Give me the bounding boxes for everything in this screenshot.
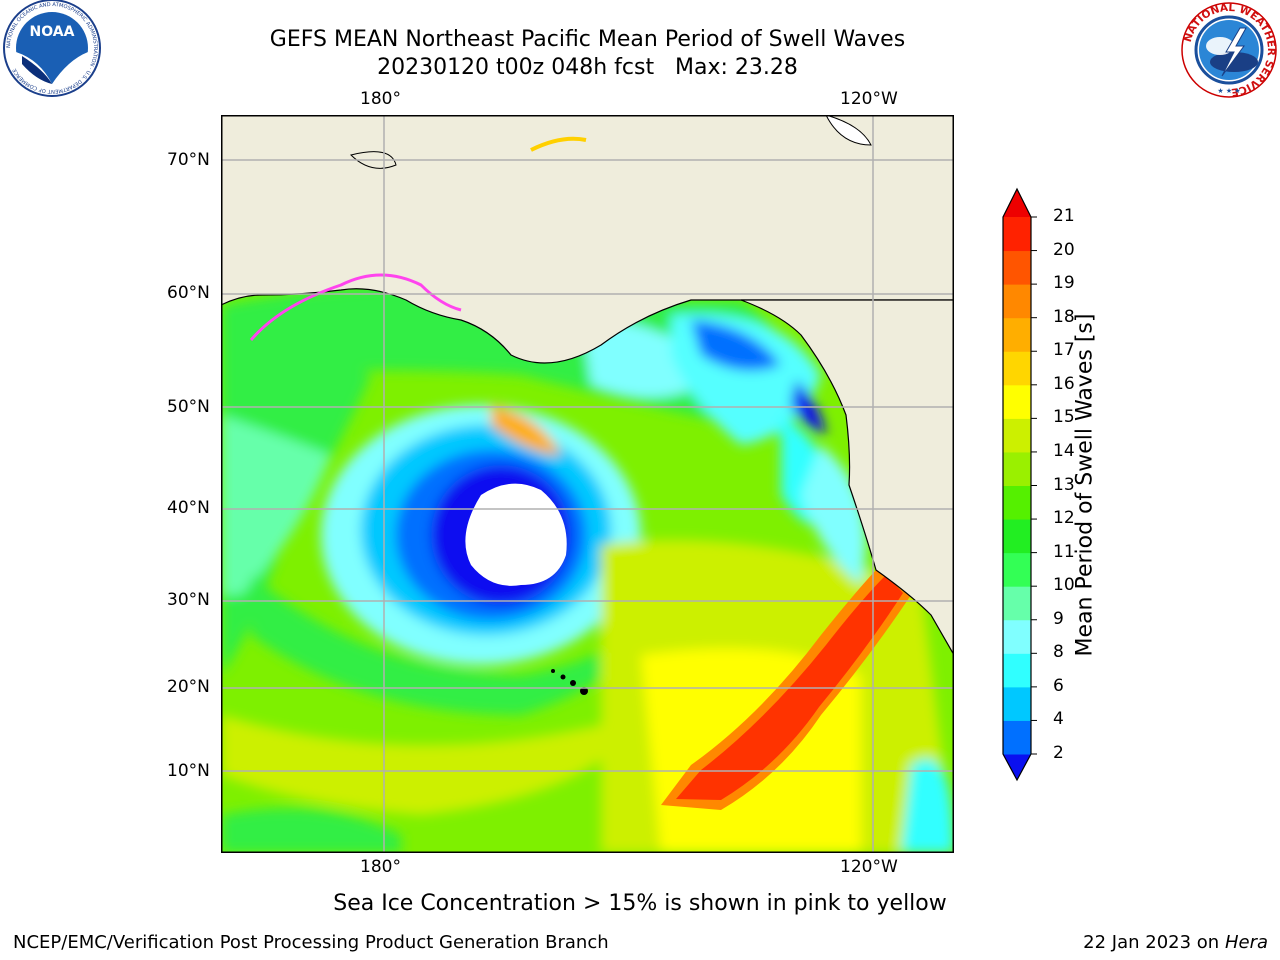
top-lon-label-180: 180° — [360, 89, 401, 109]
colorbar-band — [1003, 217, 1031, 252]
lat-label-50n: 50°N — [167, 397, 210, 417]
north-america-land — [740, 299, 954, 657]
colorbar-band — [1003, 519, 1031, 554]
graticule — [221, 115, 954, 853]
sea-ice-note: Sea Ice Concentration > 15% is shown in … — [333, 891, 947, 916]
colorbar-extend-low — [1003, 754, 1031, 780]
colorbar-tick-label: 6 — [1053, 675, 1064, 696]
colorbar-band — [1003, 619, 1031, 654]
colorbar-band — [1003, 720, 1031, 755]
colorbar-band — [1003, 485, 1031, 520]
footer-date: 22 Jan 2023 on Hera — [1083, 932, 1268, 953]
colorbar-band — [1003, 451, 1031, 486]
bottom-lon-label-180: 180° — [360, 857, 401, 877]
footer-credit: NCEP/EMC/Verification Post Processing Pr… — [13, 932, 609, 953]
colorbar-tick-label: 13 — [1053, 474, 1075, 495]
colorbar-label: Mean Period of Swell Waves [s] — [1072, 313, 1098, 657]
colorbar-tick-label: 20 — [1053, 239, 1075, 260]
colorbar-tick-label: 10 — [1053, 575, 1075, 596]
lat-label-30n: 30°N — [167, 590, 210, 610]
top-lon-label-120w: 120°W — [840, 89, 898, 109]
swell-band-inner — [676, 575, 903, 800]
colorbar-band — [1003, 418, 1031, 453]
lat-label-20n: 20°N — [167, 677, 210, 697]
colorbar-band — [1003, 384, 1031, 419]
nws-logo: NATIONAL WEATHER SERVICE ★ ★ ★ — [1181, 2, 1277, 98]
colorbar-band — [1003, 586, 1031, 621]
colorbar-extend-high — [1003, 189, 1031, 217]
lat-label-10n: 10°N — [167, 761, 210, 781]
chart-subtitle: 20230120 t00z 048h fcst Max: 23.28 — [377, 55, 798, 80]
footer-host: Hera — [1224, 932, 1268, 953]
noaa-logo-text: NOAA — [30, 24, 75, 40]
colorbar-tick-label: 15 — [1053, 407, 1075, 428]
lat-label-70n: 70°N — [167, 150, 210, 170]
colorbar-tick-label: 21 — [1053, 206, 1075, 226]
colorbar-band — [1003, 552, 1031, 587]
colorbar-tick-label: 2 — [1053, 743, 1064, 763]
lat-label-40n: 40°N — [167, 498, 210, 518]
colorbar-band — [1003, 686, 1031, 721]
alaska-siberia-land — [221, 115, 954, 364]
sea-ice-edge — [249, 273, 462, 341]
colorbar-tick-label: 4 — [1053, 709, 1064, 730]
colorbar-band — [1003, 317, 1031, 352]
colorbar-tick-label: 19 — [1053, 273, 1075, 294]
colorbar — [1002, 187, 1037, 782]
colorbar-tick-label: 18 — [1053, 306, 1075, 327]
colorbar-tick-label: 11 — [1053, 541, 1075, 562]
lat-label-60n: 60°N — [167, 283, 210, 303]
colorbar-band — [1003, 250, 1031, 285]
colorbar-tick-label: 16 — [1053, 373, 1075, 394]
bottom-lon-label-120w: 120°W — [840, 857, 898, 877]
colorbar-band — [1003, 284, 1031, 319]
footer-date-text: 22 Jan 2023 on — [1083, 932, 1225, 953]
chart-title: GEFS MEAN Northeast Pacific Mean Period … — [269, 27, 906, 52]
colorbar-tick-label: 9 — [1053, 608, 1064, 629]
colorbar-tick-label: 17 — [1053, 340, 1075, 361]
colorbar-band — [1003, 653, 1031, 688]
colorbar-tick-label: 14 — [1053, 440, 1075, 461]
colorbar-tick-label: 8 — [1053, 642, 1064, 663]
noaa-logo: NOAA NATIONAL OCEANIC AND ATMOSPHERIC AD… — [3, 0, 101, 97]
colorbar-tick-label: 12 — [1053, 508, 1075, 529]
colorbar-band — [1003, 351, 1031, 386]
svg-text:★ ★ ★: ★ ★ ★ — [1217, 87, 1240, 95]
map-panel — [221, 115, 954, 853]
